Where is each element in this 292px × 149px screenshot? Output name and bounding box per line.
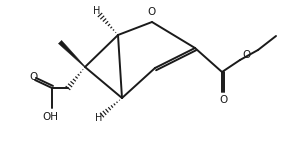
Text: O: O <box>148 7 156 17</box>
Text: O: O <box>30 72 38 82</box>
Text: OH: OH <box>42 112 58 122</box>
Text: H: H <box>93 6 101 16</box>
Text: H: H <box>95 113 103 123</box>
Text: O: O <box>219 95 227 105</box>
Text: O: O <box>242 50 250 60</box>
Polygon shape <box>58 40 85 67</box>
